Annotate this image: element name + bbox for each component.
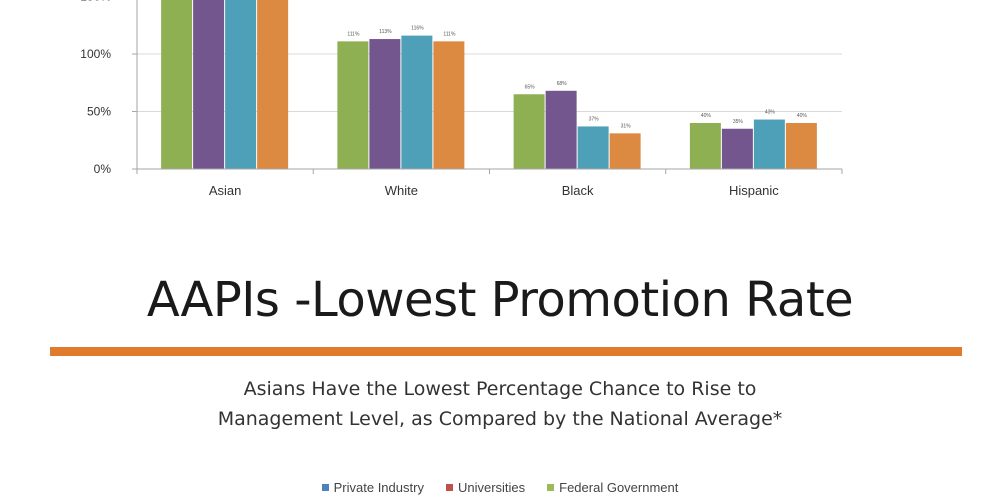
y-tick-label: 100%	[80, 47, 111, 61]
y-tick-label: 150%	[80, 0, 111, 4]
data-label: 40%	[701, 113, 712, 119]
legend-label: Private Industry	[333, 480, 424, 495]
bar	[401, 35, 433, 169]
legend-swatch	[445, 484, 453, 491]
bar	[369, 39, 401, 169]
category-label: Black	[562, 183, 594, 198]
legend-swatch	[547, 484, 555, 491]
bar	[785, 123, 817, 169]
legend-label: Federal Government	[559, 480, 679, 495]
data-label: 43%	[765, 110, 776, 116]
bar	[225, 0, 257, 169]
data-label: 111%	[443, 31, 456, 37]
bar	[257, 0, 289, 169]
legend: Private Industry Universities Federal Gove…	[0, 480, 1000, 495]
category-label: Asian	[209, 183, 242, 198]
title-divider	[50, 347, 962, 356]
subtitle-line-1: Asians Have the Lowest Percentage Chance…	[243, 378, 757, 400]
bar	[609, 133, 641, 169]
data-label: 111%	[347, 31, 360, 37]
category-label: Hispanic	[729, 183, 779, 198]
legend-swatch	[321, 484, 329, 491]
y-tick-label: 50%	[87, 105, 111, 119]
subtitle-line-2: Management Level, as Compared by the Nat…	[217, 408, 783, 430]
bar	[689, 123, 721, 169]
category-label: White	[385, 183, 418, 198]
bar-chart: 111% 113% 116% 111% 65% 68% 37% 31% 40% 35% 43% 40%…	[80, 0, 843, 198]
bar	[161, 0, 193, 169]
bar	[721, 128, 753, 169]
legend-item: Universities	[445, 480, 526, 495]
bar	[513, 94, 545, 169]
data-label: 68%	[557, 81, 568, 87]
bar	[545, 90, 577, 169]
data-label: 65%	[525, 84, 536, 90]
data-label: 37%	[589, 116, 600, 122]
data-label: 40%	[797, 113, 808, 119]
bar	[753, 119, 785, 169]
bar	[577, 126, 609, 169]
slide-subtitle: Asians Have the Lowest Percentage Chance…	[0, 374, 1000, 434]
slide-title: AAPIs -Lowest Promotion Rate	[146, 272, 854, 328]
legend-label: Universities	[457, 480, 526, 495]
legend-item: Private Industry	[321, 480, 424, 495]
data-label: 116%	[411, 26, 424, 32]
bar	[193, 0, 225, 169]
data-label: 35%	[733, 119, 744, 125]
bar	[337, 41, 369, 169]
legend-item: Federal Government	[547, 480, 678, 495]
y-tick-label: 0%	[94, 162, 112, 176]
data-label: 31%	[621, 123, 632, 129]
bar	[433, 41, 465, 169]
data-label: 113%	[379, 29, 392, 35]
